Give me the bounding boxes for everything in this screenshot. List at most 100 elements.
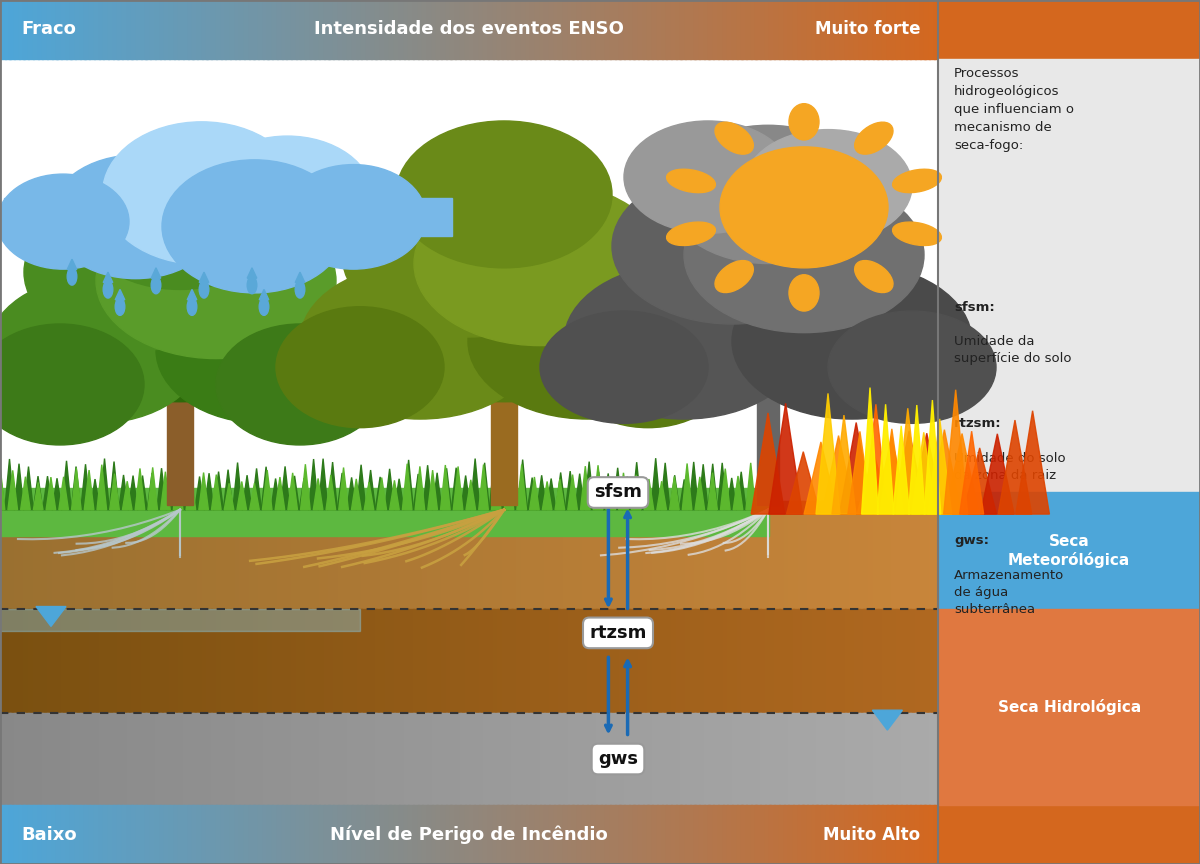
Bar bbox=[835, 713, 841, 805]
Bar bbox=[164, 609, 170, 713]
Bar bbox=[474, 805, 480, 864]
Bar bbox=[71, 713, 77, 805]
Polygon shape bbox=[395, 479, 404, 510]
Polygon shape bbox=[893, 426, 910, 514]
Bar bbox=[756, 609, 761, 713]
Polygon shape bbox=[157, 468, 167, 510]
Bar bbox=[329, 805, 335, 864]
Bar bbox=[230, 609, 236, 713]
Bar bbox=[592, 609, 598, 713]
Bar bbox=[488, 805, 494, 864]
Bar bbox=[793, 0, 799, 59]
Bar bbox=[938, 805, 1200, 864]
Bar bbox=[887, 609, 893, 713]
Polygon shape bbox=[313, 479, 323, 510]
Bar bbox=[408, 0, 414, 59]
Bar bbox=[122, 501, 128, 609]
Polygon shape bbox=[415, 467, 425, 510]
Bar bbox=[587, 609, 593, 713]
Bar bbox=[742, 609, 748, 713]
Bar bbox=[845, 609, 851, 713]
Polygon shape bbox=[656, 481, 666, 510]
Bar bbox=[371, 0, 377, 59]
Bar bbox=[493, 713, 498, 805]
Bar bbox=[896, 609, 902, 713]
Bar bbox=[230, 0, 236, 59]
Ellipse shape bbox=[216, 324, 384, 445]
Polygon shape bbox=[708, 473, 718, 510]
Bar bbox=[76, 501, 80, 609]
Bar bbox=[305, 501, 311, 609]
Polygon shape bbox=[328, 462, 337, 510]
Bar bbox=[347, 0, 353, 59]
Bar bbox=[656, 713, 662, 805]
Polygon shape bbox=[136, 468, 145, 510]
Bar bbox=[390, 713, 395, 805]
Bar bbox=[442, 501, 446, 609]
Bar bbox=[403, 0, 409, 59]
Polygon shape bbox=[695, 477, 704, 510]
Bar bbox=[634, 713, 640, 805]
Bar bbox=[230, 713, 236, 805]
Bar bbox=[272, 609, 278, 713]
Bar bbox=[737, 713, 743, 805]
Bar bbox=[708, 713, 714, 805]
Bar bbox=[868, 0, 874, 59]
Ellipse shape bbox=[790, 104, 818, 140]
Bar bbox=[850, 805, 856, 864]
Bar bbox=[493, 609, 498, 713]
Bar bbox=[272, 805, 278, 864]
Polygon shape bbox=[119, 475, 128, 510]
Bar bbox=[226, 713, 232, 805]
Bar bbox=[929, 609, 935, 713]
Polygon shape bbox=[980, 434, 1014, 514]
Polygon shape bbox=[928, 419, 952, 514]
Bar bbox=[98, 713, 104, 805]
Bar bbox=[455, 805, 461, 864]
Bar bbox=[324, 805, 330, 864]
Bar bbox=[221, 501, 227, 609]
Bar bbox=[901, 609, 907, 713]
Bar bbox=[338, 0, 343, 59]
Bar bbox=[614, 805, 620, 864]
Bar bbox=[442, 713, 446, 805]
Bar bbox=[634, 0, 640, 59]
Bar bbox=[722, 501, 728, 609]
Bar bbox=[497, 713, 503, 805]
Text: Seca
Meteorólógica: Seca Meteorólógica bbox=[1008, 534, 1130, 568]
Bar bbox=[187, 501, 193, 609]
Polygon shape bbox=[71, 467, 80, 510]
Polygon shape bbox=[556, 473, 565, 510]
Bar bbox=[56, 501, 62, 609]
Bar bbox=[816, 0, 822, 59]
Bar bbox=[901, 805, 907, 864]
Bar bbox=[118, 609, 124, 713]
Bar bbox=[868, 713, 874, 805]
Bar bbox=[582, 501, 588, 609]
Bar bbox=[685, 713, 691, 805]
Bar bbox=[258, 609, 264, 713]
Bar bbox=[390, 805, 395, 864]
Bar bbox=[272, 713, 278, 805]
Bar bbox=[427, 0, 433, 59]
Bar bbox=[140, 0, 146, 59]
Bar bbox=[32, 0, 38, 59]
Bar bbox=[263, 713, 269, 805]
Polygon shape bbox=[804, 442, 838, 514]
Bar bbox=[558, 805, 564, 864]
Bar bbox=[192, 0, 198, 59]
Bar bbox=[502, 713, 508, 805]
Bar bbox=[24, 0, 29, 59]
Bar bbox=[788, 805, 794, 864]
Bar bbox=[592, 0, 598, 59]
Bar bbox=[169, 805, 175, 864]
Bar bbox=[202, 805, 208, 864]
Bar bbox=[605, 609, 611, 713]
Polygon shape bbox=[186, 473, 196, 510]
Bar bbox=[572, 501, 578, 609]
Bar bbox=[113, 713, 119, 805]
Bar bbox=[877, 713, 883, 805]
Bar bbox=[511, 805, 517, 864]
Bar bbox=[563, 0, 569, 59]
Bar bbox=[442, 0, 446, 59]
